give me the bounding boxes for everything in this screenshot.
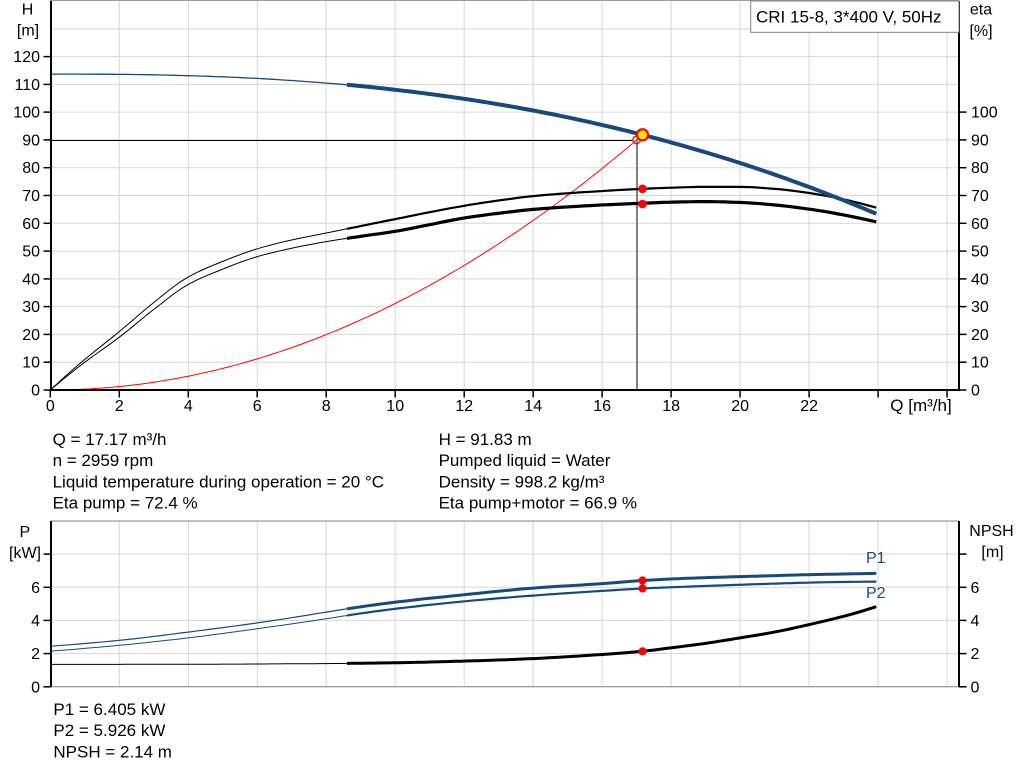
svg-text:0: 0 <box>31 679 40 696</box>
svg-text:4: 4 <box>31 613 40 630</box>
svg-text:60: 60 <box>971 216 989 233</box>
svg-text:[kW]: [kW] <box>9 545 41 562</box>
svg-text:NPSH = 2.14 m: NPSH = 2.14 m <box>53 743 172 762</box>
svg-text:[%]: [%] <box>969 23 992 40</box>
svg-text:0: 0 <box>971 383 980 400</box>
svg-text:16: 16 <box>593 398 611 415</box>
svg-text:[m]: [m] <box>981 544 1003 561</box>
svg-text:4: 4 <box>184 398 193 415</box>
svg-text:10: 10 <box>971 355 989 372</box>
svg-text:70: 70 <box>22 188 40 205</box>
svg-text:10: 10 <box>22 355 40 372</box>
svg-text:80: 80 <box>22 160 40 177</box>
svg-text:P2: P2 <box>866 585 886 602</box>
svg-text:14: 14 <box>524 398 542 415</box>
svg-text:NPSH: NPSH <box>969 523 1013 540</box>
svg-text:P1: P1 <box>866 550 886 567</box>
svg-text:18: 18 <box>662 398 680 415</box>
svg-text:40: 40 <box>971 271 989 288</box>
svg-text:10: 10 <box>386 398 404 415</box>
svg-text:20: 20 <box>971 327 989 344</box>
svg-text:8: 8 <box>322 398 331 415</box>
svg-text:20: 20 <box>731 398 749 415</box>
svg-text:CRI 15-8, 3*400 V, 50Hz: CRI 15-8, 3*400 V, 50Hz <box>756 8 942 27</box>
svg-text:0: 0 <box>46 398 55 415</box>
svg-text:0: 0 <box>971 679 980 696</box>
svg-text:6: 6 <box>253 398 262 415</box>
svg-text:100: 100 <box>13 105 40 122</box>
svg-text:2: 2 <box>971 646 980 663</box>
svg-text:Q [m³/h]: Q [m³/h] <box>890 396 951 415</box>
svg-text:6: 6 <box>31 580 40 597</box>
svg-text:Q = 17.17 m³/h: Q = 17.17 m³/h <box>53 430 167 449</box>
svg-text:40: 40 <box>22 271 40 288</box>
svg-text:P2 = 5.926 kW: P2 = 5.926 kW <box>53 721 165 740</box>
svg-text:P: P <box>19 524 30 541</box>
svg-text:90: 90 <box>22 132 40 149</box>
svg-text:110: 110 <box>14 77 40 94</box>
svg-text:2: 2 <box>115 398 124 415</box>
svg-text:120: 120 <box>13 49 40 66</box>
svg-text:4: 4 <box>971 613 980 630</box>
svg-text:50: 50 <box>22 244 40 261</box>
svg-text:eta: eta <box>970 2 992 19</box>
svg-text:H: H <box>22 2 34 19</box>
svg-text:12: 12 <box>455 398 473 415</box>
svg-text:Pumped liquid = Water: Pumped liquid = Water <box>439 451 611 470</box>
svg-text:22: 22 <box>800 398 818 415</box>
svg-text:Eta pump+motor = 66.9 %: Eta pump+motor = 66.9 % <box>439 494 637 513</box>
svg-text:90: 90 <box>971 132 989 149</box>
svg-text:30: 30 <box>22 299 40 316</box>
svg-text:6: 6 <box>971 580 980 597</box>
svg-text:n = 2959 rpm: n = 2959 rpm <box>53 451 154 470</box>
svg-text:0: 0 <box>31 383 40 400</box>
svg-text:[m]: [m] <box>17 23 39 40</box>
svg-text:80: 80 <box>971 160 989 177</box>
svg-text:2: 2 <box>31 646 40 663</box>
svg-text:70: 70 <box>971 188 989 205</box>
svg-text:50: 50 <box>971 244 989 261</box>
svg-text:H = 91.83 m: H = 91.83 m <box>439 430 532 449</box>
svg-text:100: 100 <box>971 105 998 122</box>
svg-text:Density = 998.2 kg/m³: Density = 998.2 kg/m³ <box>439 472 605 491</box>
svg-text:30: 30 <box>971 299 989 316</box>
svg-text:P1 = 6.405 kW: P1 = 6.405 kW <box>53 700 165 719</box>
svg-text:Eta pump = 72.4 %: Eta pump = 72.4 % <box>53 494 198 513</box>
svg-text:Liquid temperature during oper: Liquid temperature during operation = 20… <box>53 472 384 491</box>
svg-text:20: 20 <box>22 327 40 344</box>
svg-text:60: 60 <box>22 216 40 233</box>
